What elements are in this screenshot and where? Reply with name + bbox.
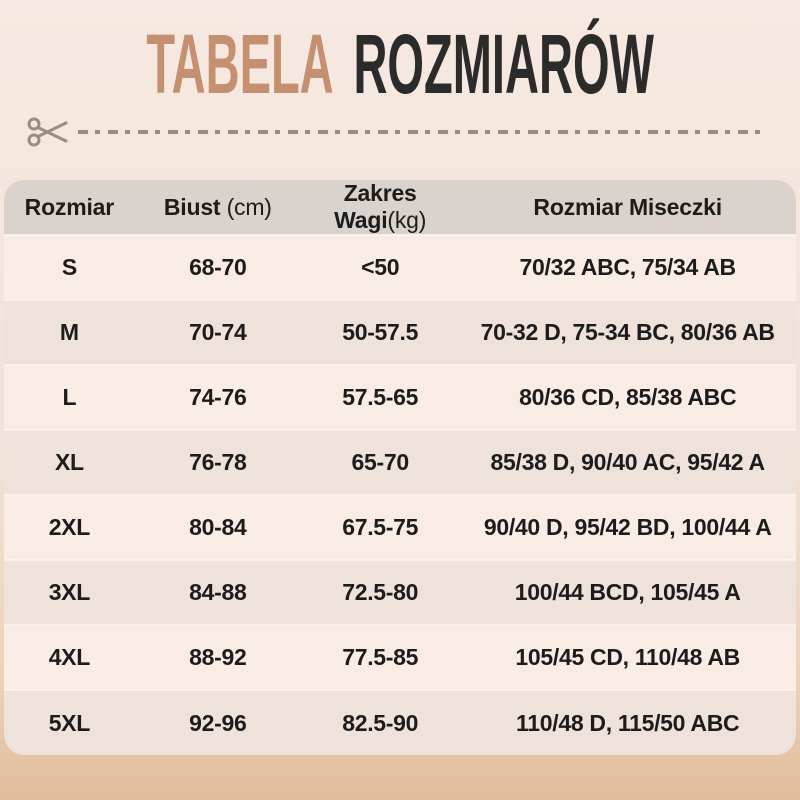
cup-sizes-cell: 105/45 CD, 110/48 AB	[459, 624, 796, 690]
weight-cell: 77.5-85	[300, 624, 460, 690]
dashed-divider	[78, 130, 762, 134]
size-cell: 3XL	[4, 559, 135, 625]
table-row: S 68-70 <50 70/32 ABC, 75/34 AB	[4, 235, 796, 300]
size-cell: 5XL	[4, 689, 135, 755]
bust-cell: 76-78	[134, 429, 301, 495]
size-table: Rozmiar Biust (cm) Zakres Wagi(kg) Rozmi…	[4, 180, 796, 755]
bust-cell: 80-84	[134, 494, 301, 560]
size-cell: 2XL	[4, 494, 135, 560]
page-title-rest: ROZMIARÓW	[353, 17, 654, 111]
page-title-accent: TABELA	[146, 17, 334, 111]
column-header-cups: Rozmiar Miseczki	[459, 180, 796, 236]
weight-cell: <50	[300, 235, 460, 300]
page-title: TABELA ROZMIARÓW	[146, 22, 654, 106]
column-header-weight: Zakres Wagi(kg)	[300, 180, 460, 236]
weight-cell: 82.5-90	[300, 689, 460, 755]
cut-line	[0, 114, 800, 150]
size-cell: M	[4, 299, 135, 365]
bust-cell: 68-70	[134, 235, 301, 300]
scissors-icon	[27, 117, 68, 147]
cup-sizes-cell: 110/48 D, 115/50 ABC	[459, 689, 796, 755]
column-header-bust: Biust (cm)	[134, 180, 301, 236]
bust-cell: 88-92	[134, 624, 301, 690]
size-cell: S	[4, 235, 135, 300]
column-header-unit: (cm)	[220, 193, 272, 220]
size-cell: XL	[4, 429, 135, 495]
size-table-panel: Rozmiar Biust (cm) Zakres Wagi(kg) Rozmi…	[4, 180, 796, 755]
size-cell: 4XL	[4, 624, 135, 690]
header-row: Rozmiar Biust (cm) Zakres Wagi(kg) Rozmi…	[4, 180, 796, 236]
column-header-label: Rozmiar Miseczki	[533, 193, 722, 220]
weight-cell: 67.5-75	[300, 494, 460, 560]
bust-cell: 74-76	[134, 364, 301, 430]
weight-cell: 72.5-80	[300, 559, 460, 625]
table-row: 2XL 80-84 67.5-75 90/40 D, 95/42 BD, 100/44…	[4, 494, 796, 560]
table-row: 4XL 88-92 77.5-85 105/45 CD, 110/48 AB	[4, 624, 796, 690]
column-header-unit: (kg)	[387, 207, 427, 233]
cup-sizes-cell: 70-32 D, 75-34 BC, 80/36 AB	[459, 299, 796, 365]
table-row: M 70-74 50-57.5 70-32 D, 75-34 BC, 80/36 AB	[4, 299, 796, 365]
column-header-label: Rozmiar	[24, 193, 115, 220]
bust-cell: 92-96	[134, 689, 301, 755]
size-table-body: S 68-70 <50 70/32 ABC, 75/34 AB M 70-74 50-57.…	[4, 235, 796, 755]
size-cell: L	[4, 364, 135, 430]
table-row: XL 76-78 65-70 85/38 D, 90/40 AC, 95/42 A	[4, 429, 796, 495]
size-table-header: Rozmiar Biust (cm) Zakres Wagi(kg) Rozmi…	[4, 180, 796, 236]
column-header-label: Zakres Wagi	[334, 180, 417, 233]
bust-cell: 70-74	[134, 299, 301, 365]
column-header-size: Rozmiar	[4, 180, 135, 236]
bust-cell: 84-88	[134, 559, 301, 625]
cup-sizes-cell: 80/36 CD, 85/38 ABC	[459, 364, 796, 430]
column-header-label: Biust	[163, 193, 221, 220]
cup-sizes-cell: 85/38 D, 90/40 AC, 95/42 A	[459, 429, 796, 495]
cup-sizes-cell: 90/40 D, 95/42 BD, 100/44 A	[459, 494, 796, 560]
table-row: L 74-76 57.5-65 80/36 CD, 85/38 ABC	[4, 364, 796, 430]
weight-cell: 50-57.5	[300, 299, 460, 365]
cup-sizes-cell: 100/44 BCD, 105/45 A	[459, 559, 796, 625]
title-band: TABELA ROZMIARÓW	[0, 0, 800, 106]
cup-sizes-cell: 70/32 ABC, 75/34 AB	[459, 235, 796, 300]
table-row: 5XL 92-96 82.5-90 110/48 D, 115/50 ABC	[4, 689, 796, 755]
table-row: 3XL 84-88 72.5-80 100/44 BCD, 105/45 A	[4, 559, 796, 625]
weight-cell: 57.5-65	[300, 364, 460, 430]
weight-cell: 65-70	[300, 429, 460, 495]
